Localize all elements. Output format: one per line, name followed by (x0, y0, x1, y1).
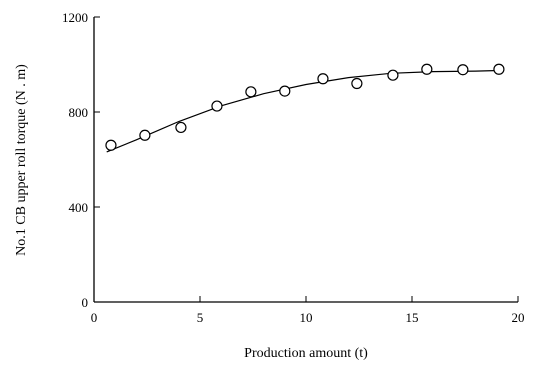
data-point (139, 129, 151, 141)
x-tick-label: 5 (197, 310, 204, 325)
x-tick-label: 10 (300, 310, 313, 325)
x-tick-label: 15 (406, 310, 419, 325)
data-point (245, 86, 257, 98)
data-point (211, 100, 223, 112)
y-tick-label: 400 (69, 200, 89, 215)
data-points-layer (105, 63, 505, 151)
x-tick-label: 0 (91, 310, 98, 325)
fit-curve (106, 69, 504, 153)
y-tick-label: 0 (82, 295, 89, 310)
data-point (421, 63, 433, 75)
data-point (317, 73, 329, 85)
data-point (105, 139, 117, 151)
x-axis-title: Production amount (t) (244, 346, 368, 361)
y-axis-title: No.1 CB upper roll torque (N . m) (14, 64, 29, 256)
y-tick-label: 1200 (62, 10, 88, 25)
axes (93, 17, 518, 303)
data-point (457, 64, 469, 76)
data-point (387, 69, 399, 81)
y-tick-label: 800 (69, 105, 89, 120)
data-point (175, 121, 187, 134)
ticks: 0 5 10 15 20 0 400 800 1200 (62, 10, 525, 325)
fit-curve-layer (106, 69, 504, 153)
data-point (493, 63, 505, 75)
data-point (351, 77, 363, 90)
x-tick-label: 20 (512, 310, 525, 325)
data-point (279, 85, 291, 97)
